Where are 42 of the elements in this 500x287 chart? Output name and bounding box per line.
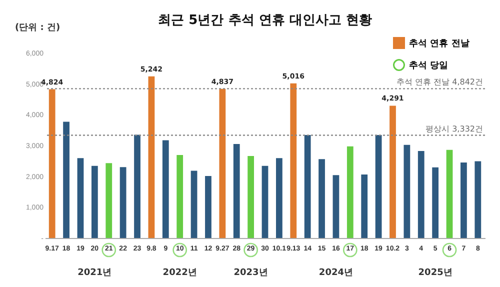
text: 2023년	[234, 268, 268, 278]
bar	[63, 122, 70, 238]
bar	[148, 76, 155, 238]
legend-label: 추석 당일	[409, 61, 448, 71]
bar	[134, 134, 140, 238]
ref-line-label: 추석 연휴 전날 4,842건	[396, 78, 483, 87]
text: 2024년	[318, 268, 353, 278]
bar	[248, 156, 254, 238]
bar	[290, 83, 297, 238]
bar	[233, 144, 240, 238]
bar	[48, 89, 56, 238]
bar	[418, 151, 424, 238]
bar	[332, 175, 340, 238]
bar	[106, 163, 112, 238]
bar	[346, 146, 354, 238]
bar	[219, 88, 226, 238]
bar	[446, 150, 453, 238]
bar	[404, 144, 410, 238]
bar	[120, 167, 126, 238]
text: 2022년	[162, 268, 197, 278]
bar	[77, 158, 84, 238]
bar	[432, 167, 439, 238]
bar	[375, 135, 382, 238]
bar	[262, 166, 268, 238]
bar	[205, 176, 212, 238]
text: (단위 : 건)	[15, 23, 60, 33]
legend-label: 추석 연휴 전날	[409, 39, 470, 49]
bar	[460, 162, 467, 238]
bar	[162, 140, 169, 238]
text: 2021년	[78, 268, 112, 278]
bar	[318, 159, 325, 238]
bar	[390, 106, 396, 238]
bar	[176, 155, 184, 238]
bar	[361, 174, 368, 238]
ref-line-label: 평상시 3,332건	[426, 124, 483, 134]
bar	[91, 166, 98, 238]
bar	[190, 170, 198, 238]
bar	[474, 161, 482, 238]
bar	[276, 158, 282, 238]
text: 2025년	[418, 268, 452, 278]
chart-title: 최근 5년간 추석 연휴 대인사고 현황	[158, 13, 372, 28]
bar	[304, 135, 311, 238]
